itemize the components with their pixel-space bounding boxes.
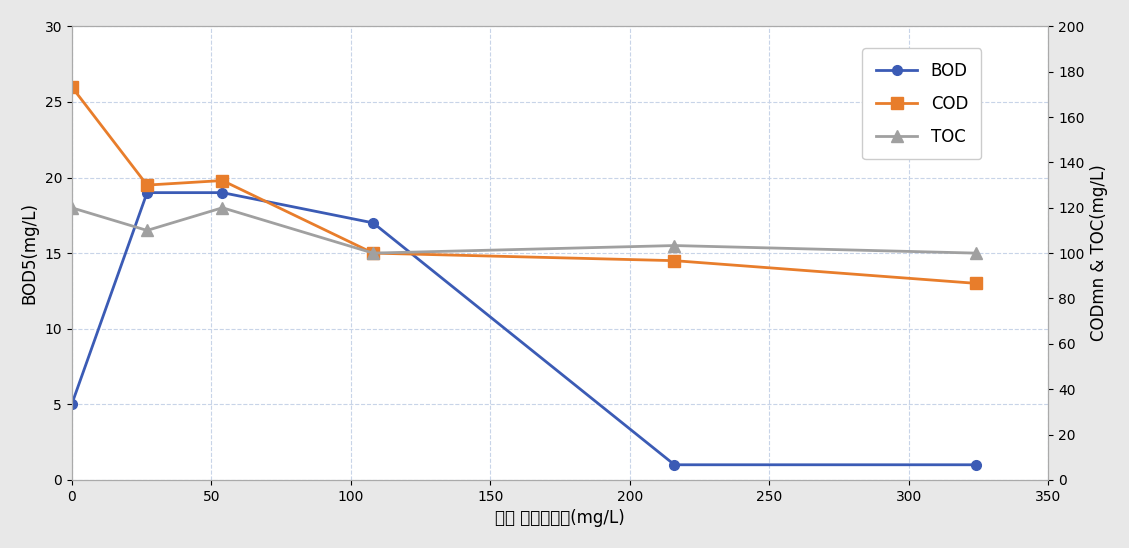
Y-axis label: CODmn & TOC(mg/L): CODmn & TOC(mg/L) [1091,165,1109,341]
Y-axis label: BOD5(mg/L): BOD5(mg/L) [20,202,38,304]
Legend: BOD, COD, TOC: BOD, COD, TOC [863,48,981,159]
COD [216,177,229,184]
COD [140,182,154,189]
COD [969,280,982,287]
BOD [65,401,79,408]
Line: BOD: BOD [67,188,981,470]
Line: COD: COD [67,81,981,289]
COD [366,250,379,256]
TOC [65,204,79,211]
TOC [366,250,379,256]
BOD [366,220,379,226]
BOD [216,190,229,196]
BOD [667,461,681,468]
TOC [216,204,229,211]
TOC [140,227,154,233]
BOD [969,461,982,468]
TOC [667,242,681,249]
BOD [140,190,154,196]
X-axis label: 누적 오존주입량(mg/L): 누적 오존주입량(mg/L) [496,509,625,527]
Line: TOC: TOC [67,202,981,259]
COD [65,83,79,90]
TOC [969,250,982,256]
COD [667,258,681,264]
